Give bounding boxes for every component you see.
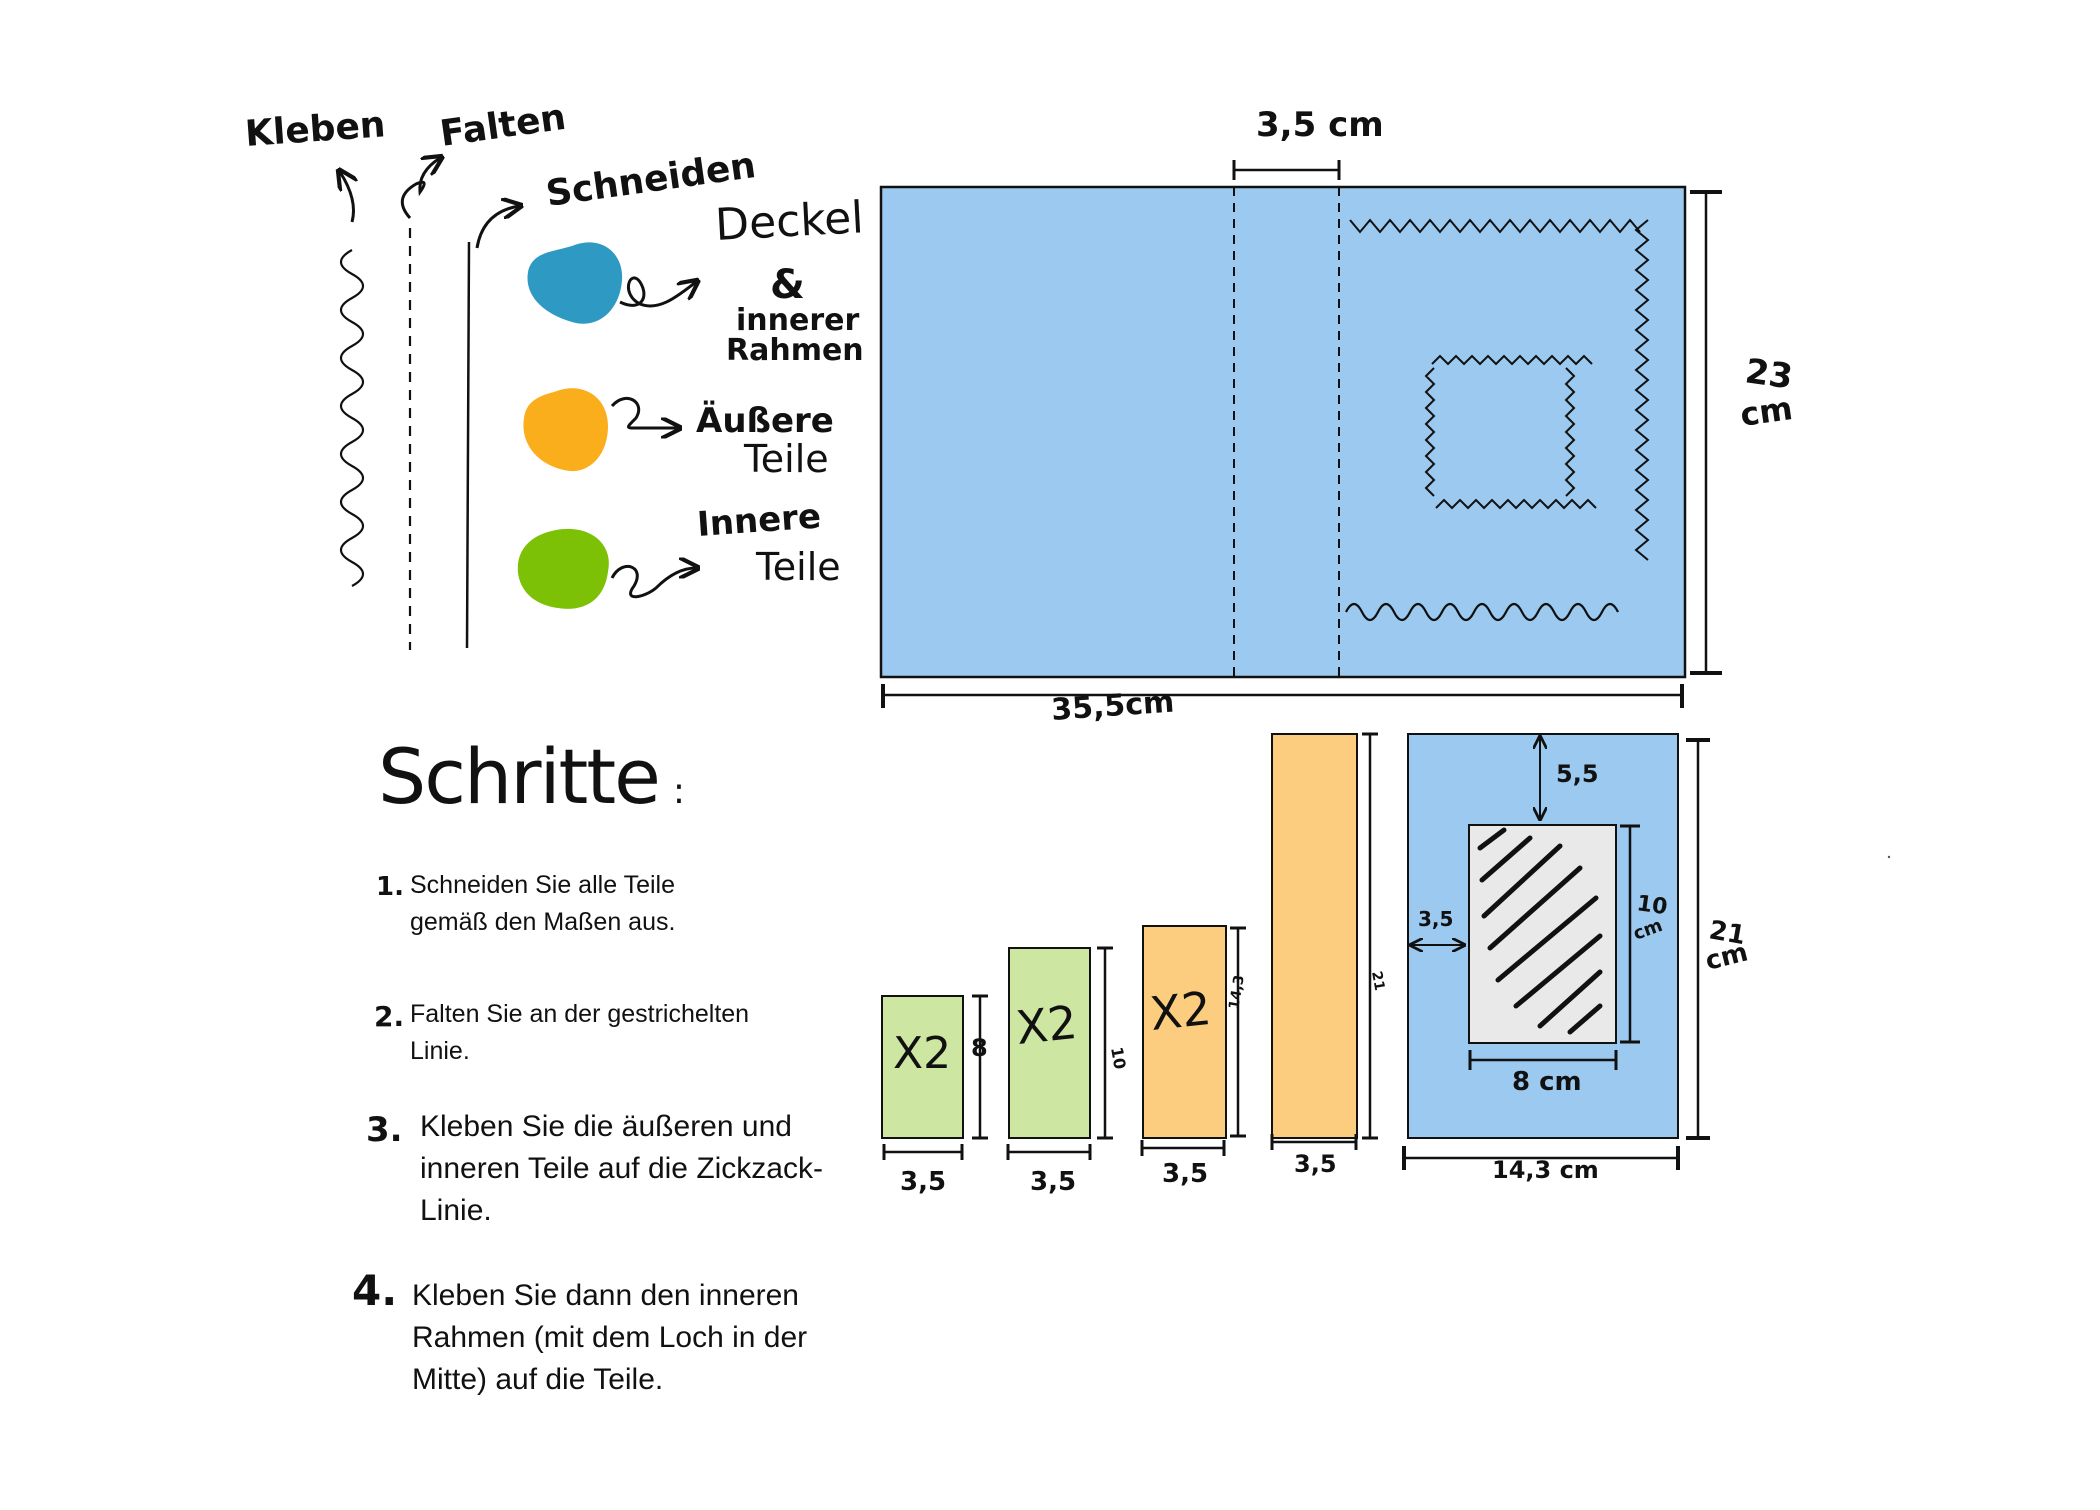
- window-width-label: 8 cm: [1512, 1067, 1582, 1097]
- cover-height-label-2: cm: [1738, 389, 1795, 434]
- glue-zigzag-top: [1349, 218, 1641, 234]
- green-piece-small-count: X2: [893, 1028, 951, 1079]
- glue-arrow-icon: [340, 172, 354, 223]
- orange-piece-medium: [1142, 925, 1227, 1139]
- step-2-line-2: Linie.: [410, 1037, 470, 1065]
- blue-label-line1: Deckel: [714, 192, 865, 251]
- fold-arrow-icon: [400, 158, 440, 220]
- step-1-line-1: Schneiden Sie alle Teile: [410, 871, 676, 899]
- glue-zigzag-window-left: [1424, 367, 1436, 497]
- orange-label-line1: Äußere: [696, 400, 834, 441]
- blue-color-swatch: [527, 242, 623, 324]
- steps-title-colon-icon: :: [672, 771, 685, 812]
- spine-width-label: 3,5 cm: [1256, 105, 1384, 145]
- blue-arrow-icon: [619, 276, 696, 308]
- step-3-number: 3.: [366, 1110, 403, 1150]
- orange-label-line2: Teile: [743, 437, 829, 481]
- orange-piece-medium-count: X2: [1148, 981, 1214, 1041]
- frame-top-margin-label: 5,5: [1556, 760, 1599, 788]
- frame-height-label-1: 21: [1707, 915, 1748, 951]
- orange-piece-tall-width: 3,5: [1294, 1150, 1337, 1178]
- cover-height-label-1: 23: [1743, 351, 1795, 397]
- green-piece-small-height: 8: [971, 1034, 988, 1062]
- step-4-number: 4.: [352, 1266, 398, 1315]
- glue-label: Kleben: [244, 104, 387, 155]
- orange-piece-tall-height: 21: [1368, 970, 1387, 992]
- step-1-line-2: gemäß den Maßen aus.: [410, 908, 676, 936]
- glue-zigzag-icon: [339, 249, 365, 587]
- green-piece-small-width: 3,5: [900, 1167, 946, 1197]
- step-2-line-1: Falten Sie an der gestrichelten: [410, 1000, 750, 1028]
- orange-color-swatch: [523, 388, 608, 472]
- green-piece-large-height: 10: [1107, 1045, 1130, 1070]
- blue-label-line3: Rahmen: [726, 333, 864, 368]
- glue-zigzag-right: [1634, 219, 1650, 561]
- legend: Kleben Falten Schneiden Deckel & innerer…: [244, 97, 865, 650]
- window-height-label-1: 10: [1635, 891, 1669, 920]
- green-piece-large-count: X2: [1014, 995, 1080, 1055]
- green-piece-large: [1008, 947, 1091, 1139]
- step-4-line-3: Mitte) auf die Teile.: [412, 1363, 664, 1396]
- glue-zigzag-window-bottom: [1435, 498, 1597, 510]
- green-arrow-icon: [610, 566, 696, 599]
- step-4-line-1: Kleben Sie dann den inneren: [412, 1279, 799, 1312]
- cut-solid-line-icon: [465, 241, 471, 649]
- glue-zigzag-window-right: [1564, 367, 1576, 497]
- orange-piece-medium-width: 3,5: [1162, 1159, 1208, 1189]
- window-glass-hatch-icon: [1477, 827, 1603, 1035]
- orange-piece-medium-height: 14,3: [1226, 974, 1248, 1011]
- cover-width-label: 35,5cm: [1050, 684, 1175, 727]
- step-1-number: 1.: [376, 872, 404, 902]
- cover-panel: [879, 185, 1687, 679]
- frame-left-margin-label: 3,5: [1418, 907, 1453, 931]
- pieces-diagram: X2 8 3,5 X2 10 3,5 X2 14,3 3,5: [881, 732, 1751, 1197]
- step-3-line-1: Kleben Sie die äußeren und: [420, 1110, 792, 1143]
- frame-width-label: 14,3 cm: [1492, 1156, 1599, 1184]
- cover-diagram: 3,5 cm 23 cm 35,5cm: [879, 105, 1795, 728]
- green-piece-large-width: 3,5: [1030, 1167, 1076, 1197]
- green-piece-small: [881, 995, 964, 1139]
- step-3-line-2: inneren Teile auf die Zickzack-: [420, 1152, 823, 1185]
- cut-arrow-icon: [475, 206, 519, 249]
- blue-label-amp: &: [770, 262, 805, 308]
- orange-piece-tall: [1271, 733, 1358, 1139]
- glue-zigzag-bottom: [1345, 602, 1619, 622]
- step-4-line-2: Rahmen (mit dem Loch in der: [412, 1321, 808, 1354]
- orange-arrow-icon: [610, 397, 678, 428]
- blue-label-line2: innerer: [736, 303, 859, 338]
- step-2-number: 2.: [374, 1000, 405, 1033]
- green-label-line1: Innere: [696, 496, 822, 545]
- green-label-line2: Teile: [755, 545, 841, 589]
- step-3-line-3: Linie.: [420, 1194, 492, 1227]
- steps-title-text: Schritte: [378, 732, 661, 821]
- steps-title: Schritte:: [378, 732, 685, 821]
- stray-dot: [1887, 855, 1891, 859]
- glue-zigzag-window-top: [1431, 354, 1593, 366]
- fold-label: Falten: [438, 97, 569, 155]
- green-color-swatch: [517, 528, 609, 609]
